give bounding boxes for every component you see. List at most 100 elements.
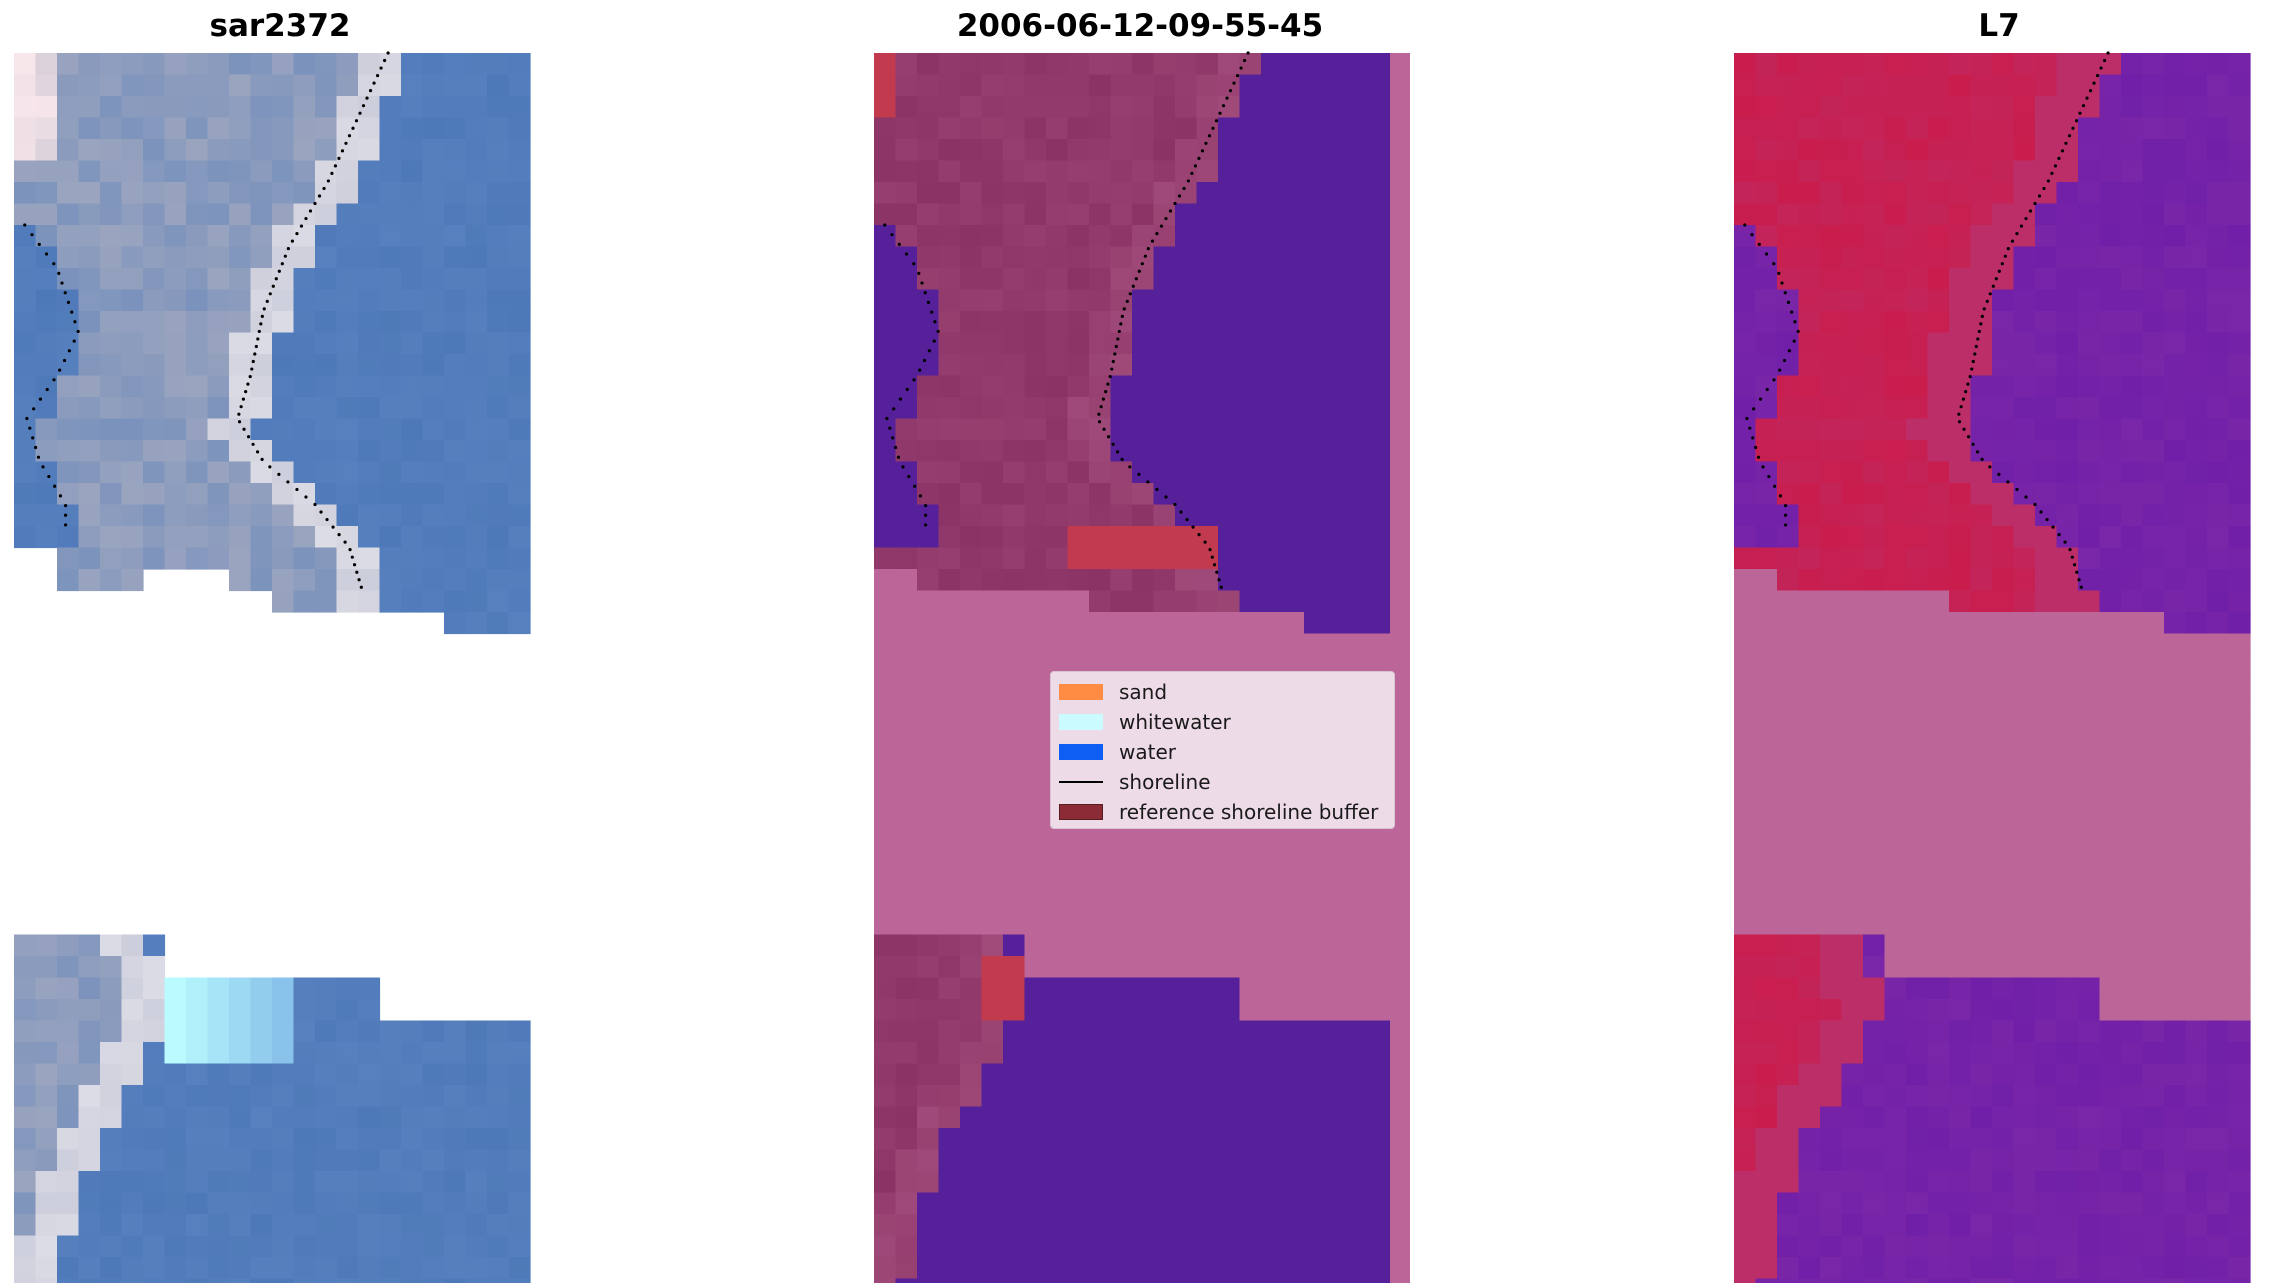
raster-cell: [164, 1171, 187, 1194]
shoreline-point: [259, 322, 263, 326]
raster-cell: [1089, 504, 1112, 527]
raster-cell: [1820, 96, 1843, 119]
raster-cell: [100, 977, 123, 1000]
raster-cell: [1132, 547, 1155, 570]
shoreline-point: [1137, 269, 1141, 273]
raster-cell: [1024, 934, 1047, 957]
raster-cell: [1970, 1063, 1993, 1086]
raster-cell: [100, 1278, 123, 1283]
raster-cell: [1841, 676, 1864, 699]
raster-cell: [422, 117, 445, 140]
raster-cell: [508, 268, 531, 291]
raster-cell: [2013, 891, 2036, 914]
raster-cell: [1046, 139, 1069, 162]
raster-cell: [1153, 977, 1176, 1000]
raster-cell: [186, 1020, 209, 1043]
raster-cell: [508, 53, 531, 76]
raster-cell: [2013, 676, 2036, 699]
raster-cell: [1089, 332, 1112, 355]
raster-cell: [1755, 139, 1778, 162]
raster-cell: [1110, 1085, 1133, 1108]
raster-cell: [2121, 1020, 2144, 1043]
raster-cell: [2099, 268, 2122, 291]
raster-cell: [1282, 870, 1305, 893]
raster-cell: [207, 977, 230, 1000]
raster-cell: [1239, 139, 1262, 162]
shoreline-point: [347, 134, 352, 138]
raster-cell: [1132, 332, 1155, 355]
shoreline-point: [888, 426, 892, 430]
raster-cell: [2142, 117, 2165, 140]
raster-cell: [1820, 1149, 1843, 1172]
raster-cell: [1046, 891, 1069, 914]
raster-cell: [1196, 182, 1219, 205]
raster-cell: [1239, 182, 1262, 205]
raster-cell: [981, 225, 1004, 248]
raster-cell: [2207, 870, 2230, 893]
raster-cell: [229, 160, 252, 183]
raster-cell: [1347, 139, 1370, 162]
raster-cell: [1325, 1085, 1348, 1108]
raster-cell: [57, 225, 80, 248]
raster-cell: [1798, 354, 1821, 377]
raster-cell: [1863, 719, 1886, 742]
raster-cell: [2142, 1128, 2165, 1151]
raster-cell: [293, 483, 316, 506]
raster-cell: [164, 483, 187, 506]
raster-cell: [1841, 590, 1864, 613]
raster-cell: [2207, 375, 2230, 398]
shoreline-point: [1137, 472, 1141, 476]
raster-cell: [1927, 182, 1950, 205]
raster-cell: [1089, 827, 1112, 850]
raster-cell: [1820, 913, 1843, 936]
raster-cell: [508, 354, 531, 377]
raster-cell: [1347, 1042, 1370, 1065]
raster-cell: [2056, 891, 2079, 914]
shoreline-point: [246, 435, 251, 439]
raster-cell: [1003, 999, 1026, 1022]
raster-cell: [358, 1235, 381, 1258]
raster-cell: [1024, 977, 1047, 1000]
raster-cell: [1368, 203, 1391, 226]
raster-cell: [2185, 1257, 2208, 1280]
raster-cell: [1153, 397, 1176, 420]
raster-cell: [508, 1106, 531, 1129]
raster-cell: [2035, 934, 2058, 957]
raster-cell: [981, 762, 1004, 785]
raster-cell: [229, 311, 252, 334]
shoreline-point: [1997, 269, 2001, 273]
raster-cell: [1153, 1149, 1176, 1172]
raster-cell: [1798, 1149, 1821, 1172]
raster-cell: [1992, 655, 2015, 678]
raster-cell: [2185, 332, 2208, 355]
raster-cell: [401, 483, 424, 506]
raster-cell: [336, 590, 359, 613]
raster-cell: [1820, 418, 1843, 441]
raster-cell: [1798, 547, 1821, 570]
raster-cell: [465, 289, 488, 312]
raster-cell: [1024, 1106, 1047, 1129]
raster-cell: [2013, 655, 2036, 678]
raster-cell: [1755, 999, 1778, 1022]
raster-cell: [1218, 504, 1241, 527]
raster-cell: [1970, 1042, 1993, 1065]
raster-cell: [1798, 96, 1821, 119]
shoreline-point: [1743, 223, 1747, 227]
raster-cell: [1820, 612, 1843, 635]
raster-cell: [1863, 225, 1886, 248]
raster-cell: [1175, 999, 1198, 1022]
raster-cell: [1755, 74, 1778, 97]
raster-cell: [2121, 1149, 2144, 1172]
raster-cell: [960, 1106, 983, 1129]
raster-cell: [1175, 590, 1198, 613]
raster-cell: [917, 569, 940, 592]
raster-cell: [2207, 440, 2230, 463]
raster-cell: [2185, 913, 2208, 936]
raster-cell: [1110, 160, 1133, 183]
raster-cell: [1368, 612, 1391, 635]
raster-cell: [379, 375, 402, 398]
shoreline-point: [1962, 427, 1966, 431]
raster-cell: [981, 655, 1004, 678]
raster-cell: [1024, 741, 1047, 764]
raster-cell: [2078, 934, 2101, 957]
